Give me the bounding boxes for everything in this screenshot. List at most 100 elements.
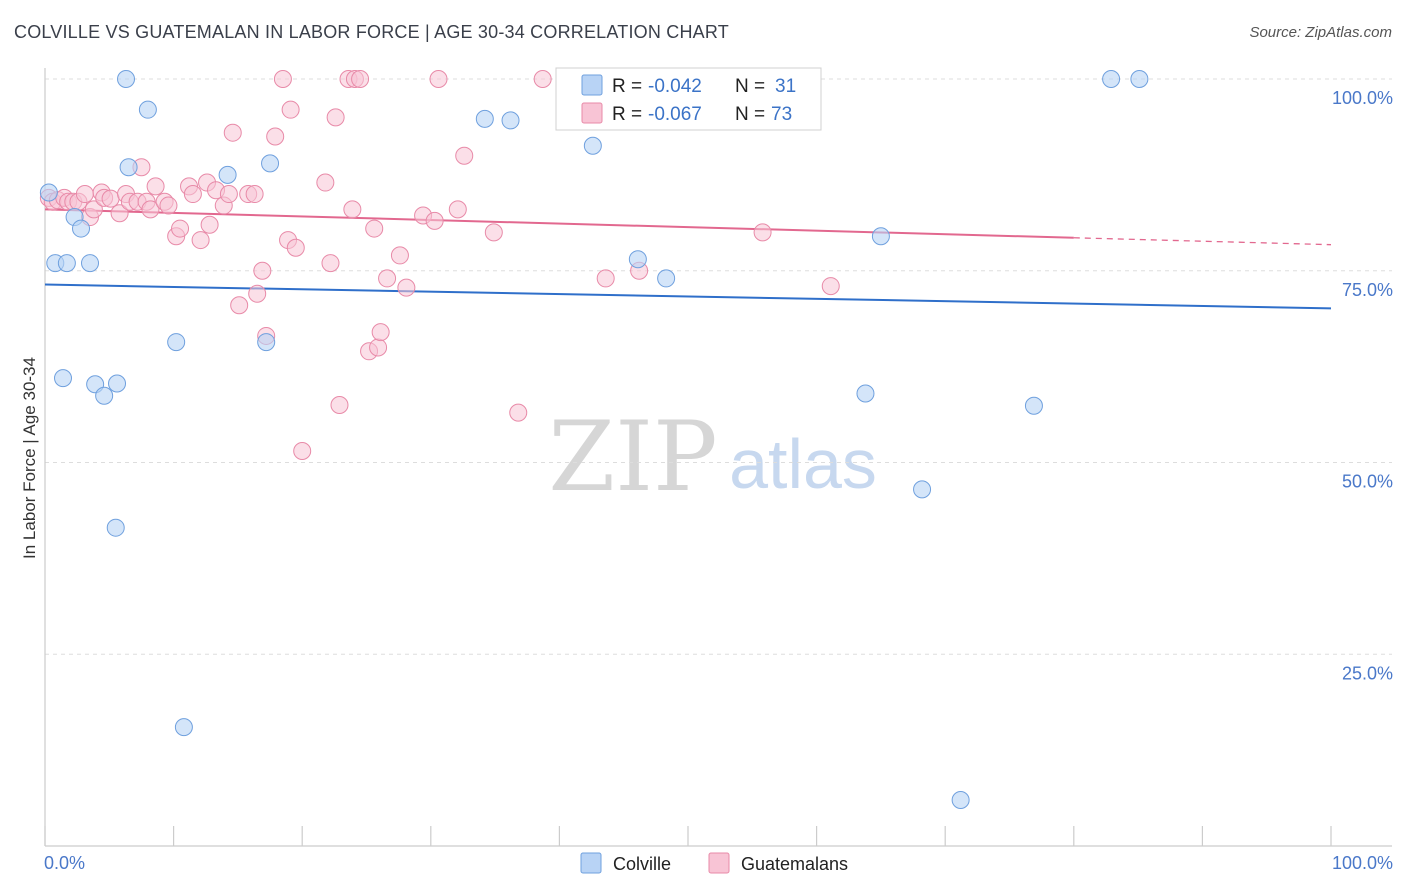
point-guatemalans (219, 185, 238, 204)
point-colville (106, 518, 125, 537)
point-colville (501, 111, 520, 130)
point-colville (583, 136, 602, 155)
bottom-legend-label-guatemalans: Guatemalans (741, 854, 848, 874)
point-guatemalans (429, 70, 448, 88)
point-guatemalans (321, 254, 340, 273)
point-colville (1102, 70, 1121, 88)
point-colville (117, 70, 136, 88)
point-colville (1130, 70, 1149, 88)
point-colville (174, 718, 193, 737)
legend-swatch-guatemalans (581, 102, 603, 124)
point-guatemalans (533, 70, 552, 88)
point-guatemalans (286, 238, 305, 257)
point-colville (257, 333, 276, 352)
point-colville (913, 480, 932, 499)
y-tick-label: 75.0% (1342, 280, 1393, 300)
point-guatemalans (351, 70, 370, 88)
point-guatemalans (378, 269, 397, 288)
point-guatemalans (223, 123, 242, 142)
source-label: Source: ZipAtlas.com (1249, 24, 1392, 41)
point-guatemalans (316, 173, 335, 192)
trendline-guatemalans (44, 208, 1074, 239)
point-colville (39, 183, 58, 202)
point-guatemalans (110, 204, 129, 223)
point-guatemalans (369, 338, 388, 357)
x-tick-label-min: 0.0% (44, 853, 85, 873)
legend-box: R = -0.042 N = 31 R = -0.067 N = 73 (555, 67, 822, 131)
point-guatemalans (273, 70, 292, 88)
point-guatemalans (397, 278, 416, 297)
point-colville (57, 254, 76, 273)
point-guatemalans (293, 441, 312, 460)
point-guatemalans (371, 323, 390, 342)
bottom-legend-swatch-colville (580, 852, 602, 874)
point-guatemalans (171, 219, 190, 238)
legend-r-value-guatemalans: -0.067 (648, 104, 702, 125)
point-guatemalans (253, 261, 272, 280)
legend-swatch-colville (581, 74, 603, 96)
point-colville (951, 790, 970, 809)
y-tick-label: 100.0% (1332, 88, 1393, 108)
point-colville (1024, 396, 1043, 415)
chart-title: COLVILLE VS GUATEMALAN IN LABOR FORCE | … (14, 22, 729, 42)
point-guatemalans (326, 108, 345, 127)
point-guatemalans (245, 185, 264, 204)
point-guatemalans (101, 189, 120, 208)
point-colville (261, 154, 280, 173)
point-colville (856, 384, 875, 403)
legend-n-label-colville: N = (735, 76, 765, 97)
watermark-atlas: atlas (729, 425, 877, 503)
legend-n-label-guatemalans: N = (735, 104, 765, 125)
legend-n-value-guatemalans: 73 (771, 104, 792, 125)
point-colville (95, 386, 114, 405)
x-tick-label-max: 100.0% (1332, 853, 1393, 873)
point-guatemalans (390, 246, 409, 265)
bottom-legend-swatch-guatemalans (708, 852, 730, 874)
point-colville (628, 250, 647, 269)
point-guatemalans (84, 200, 103, 219)
point-guatemalans (248, 284, 267, 303)
point-colville (167, 333, 186, 352)
point-colville (72, 219, 91, 238)
point-guatemalans (75, 185, 94, 204)
point-guatemalans (191, 231, 210, 250)
watermark: ZIP atlas (548, 401, 877, 513)
legend-n-value-colville: 31 (775, 76, 796, 97)
point-guatemalans (343, 200, 362, 219)
point-guatemalans (596, 269, 615, 288)
point-guatemalans (200, 215, 219, 234)
legend-r-label-guatemalans: R = (612, 104, 642, 125)
trendline-guatemalans-extension (1073, 237, 1332, 246)
point-guatemalans (484, 223, 503, 242)
point-guatemalans (146, 177, 165, 196)
y-tick-label: 25.0% (1342, 663, 1393, 683)
watermark-zip: ZIP (548, 401, 717, 513)
point-guatemalans (141, 200, 160, 219)
point-colville (119, 158, 138, 177)
point-colville (218, 165, 237, 184)
point-guatemalans (330, 395, 349, 414)
point-colville (54, 369, 73, 388)
legend-r-value-colville: -0.042 (648, 76, 702, 97)
point-colville (657, 269, 676, 288)
point-guatemalans (281, 100, 300, 119)
point-colville (138, 100, 157, 119)
point-colville (108, 374, 127, 393)
legend-r-label-colville: R = (612, 76, 642, 97)
bottom-legend: Colville Guatemalans (580, 852, 848, 874)
point-guatemalans (448, 200, 467, 219)
point-guatemalans (509, 403, 528, 422)
point-guatemalans (821, 277, 840, 296)
point-guatemalans (753, 223, 772, 242)
point-guatemalans (365, 219, 384, 238)
y-tick-label: 50.0% (1342, 472, 1393, 492)
bottom-legend-label-colville: Colville (613, 854, 671, 874)
point-guatemalans (159, 196, 178, 215)
point-guatemalans (230, 296, 249, 315)
point-colville (871, 227, 890, 246)
point-colville (81, 254, 100, 273)
point-guatemalans (266, 127, 285, 146)
point-guatemalans (183, 185, 202, 204)
point-guatemalans (455, 146, 474, 165)
